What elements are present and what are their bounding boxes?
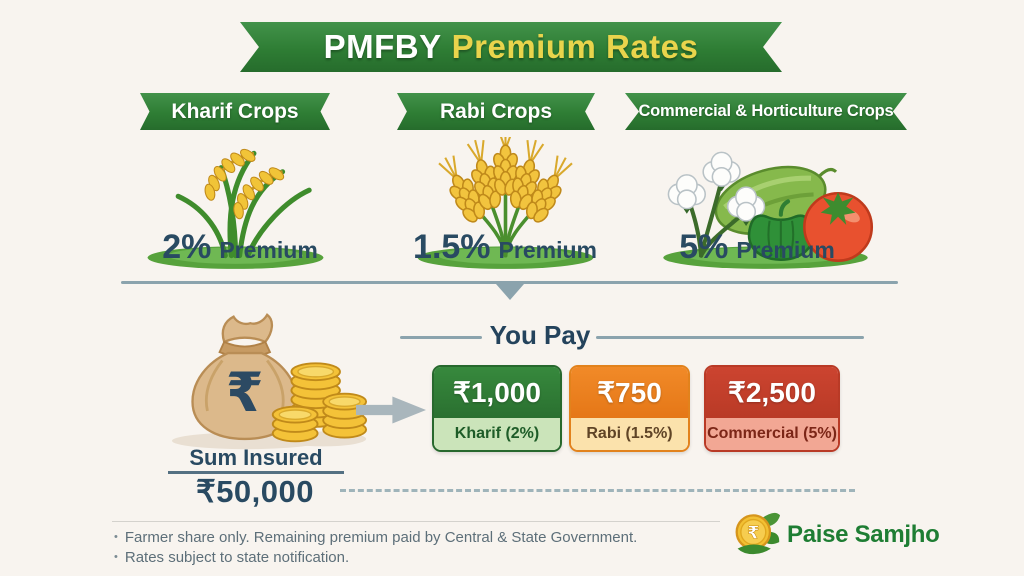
sum-insured-underline [168, 471, 344, 474]
rate-rabi-word: Premium [498, 237, 597, 263]
brand-name: Paise Samjho [787, 520, 940, 548]
card-kharif-amount: ₹1,000 [434, 367, 560, 418]
footnote-2-bullet: • [114, 551, 118, 563]
footnote-1: • Farmer share only. Remaining premium pa… [114, 529, 637, 546]
card-kharif-label: Kharif (2%) [434, 418, 560, 450]
brand-logo: ₹ Paise Samjho [733, 508, 940, 561]
footnote-2: • Rates subject to state notification. [114, 549, 349, 566]
rupee-coin-leaf-icon: ₹ [733, 508, 781, 561]
card-commercial-amount: ₹2,500 [706, 367, 838, 418]
rate-commercial-word: Premium [736, 237, 835, 263]
money-bag-coins-icon: ₹ [155, 312, 370, 457]
rate-rabi-value: 1.5% [413, 228, 491, 266]
sum-insured-value: ₹50,000 [195, 474, 315, 509]
card-commercial: ₹2,500 Commercial (5%) [704, 365, 840, 452]
footer-rule [112, 521, 720, 522]
rate-rabi: 1.5% Premium [385, 228, 625, 267]
title-highlight: Premium Rates [451, 28, 699, 65]
column-header-commercial: Commercial & Horticulture Crops [625, 93, 907, 130]
title-banner: PMFBY Premium Rates [240, 22, 782, 72]
rate-kharif-value: 2% [162, 228, 212, 266]
rate-commercial: 5% Premium [637, 228, 877, 267]
sum-insured-label: Sum Insured [189, 445, 323, 470]
title-prefix: PMFBY [323, 28, 442, 65]
cotton-vegetables-icon [648, 137, 883, 277]
card-commercial-label: Commercial (5%) [706, 418, 838, 450]
rate-kharif-word: Premium [219, 237, 318, 263]
card-rabi-label: Rabi (1.5%) [571, 418, 688, 450]
you-pay-heading: You Pay [489, 320, 591, 350]
footnote-1-bullet: • [114, 531, 118, 543]
column-header-rabi: Rabi Crops [397, 93, 595, 130]
you-pay-rule-left [400, 336, 482, 339]
card-rabi-amount: ₹750 [571, 367, 688, 418]
svg-text:₹: ₹ [226, 361, 264, 424]
down-triangle-icon [496, 284, 524, 300]
rate-commercial-value: 5% [679, 228, 729, 266]
column-header-kharif: Kharif Crops [140, 93, 330, 130]
svg-text:₹: ₹ [747, 523, 759, 543]
card-rabi: ₹750 Rabi (1.5%) [569, 365, 690, 452]
rice-paddy-icon [133, 137, 338, 277]
footnote-1-text: Farmer share only. Remaining premium pai… [124, 529, 638, 546]
section-divider [121, 281, 898, 284]
wheat-icon [403, 123, 608, 277]
rate-kharif: 2% Premium [120, 228, 360, 267]
dotted-separator [340, 489, 855, 492]
card-kharif: ₹1,000 Kharif (2%) [432, 365, 562, 452]
you-pay-rule-right [596, 336, 864, 339]
footnote-2-text: Rates subject to state notification. [124, 549, 350, 566]
